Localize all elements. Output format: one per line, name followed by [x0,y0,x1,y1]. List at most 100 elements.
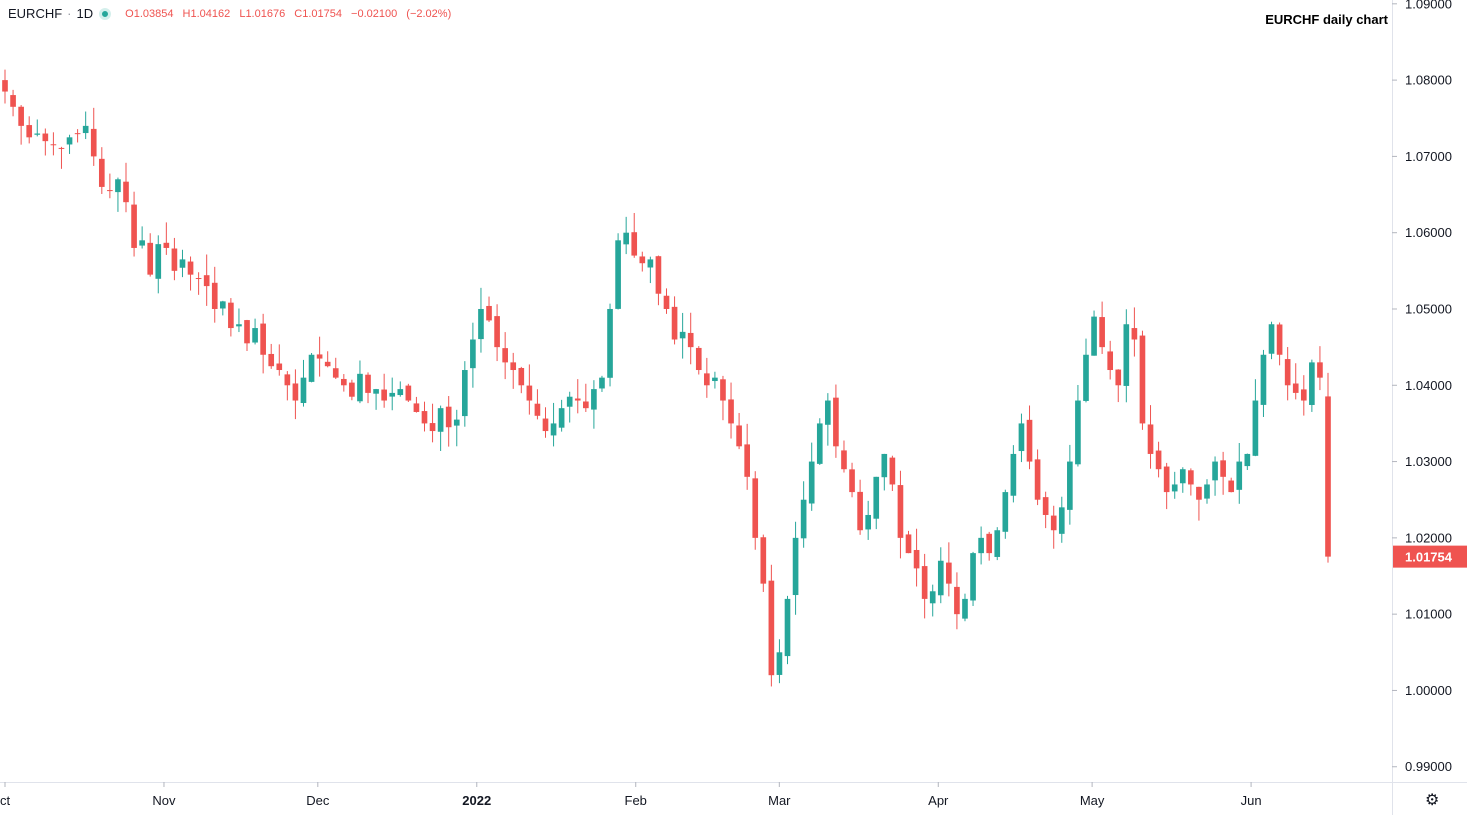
gear-icon[interactable]: ⚙ [1425,792,1440,809]
candle-body [1260,354,1267,405]
candle-body [752,478,759,538]
candle-body [1300,389,1307,401]
candle-body [66,137,73,145]
candle-body [1050,515,1057,531]
candle-body [784,598,791,657]
candle-body [1018,423,1025,452]
candle-body [615,240,621,309]
candle-body [1284,359,1291,386]
candle-body [792,537,799,596]
candle-body [34,133,41,135]
candle-body [1026,419,1033,462]
candle-body [1147,424,1154,454]
candle-body [211,282,218,309]
change-value: −0.02100 [351,7,398,20]
candle-body [276,363,283,371]
candle-body [808,461,815,504]
candle-body [1058,507,1065,534]
time-tick-label: Mar [768,793,791,808]
candle-body [760,537,767,584]
candle-body [655,256,662,294]
candle-body [663,295,670,309]
candle-body [1220,460,1226,477]
candle-body [800,499,807,539]
price-tick-label: 1.04000 [1405,378,1452,393]
candle-body [18,106,24,126]
candle-body [1042,497,1049,515]
candle-body [929,591,936,604]
candle-body [50,144,57,146]
candle-body [1179,469,1186,484]
time-axis: ct Nov Dec 2022 Feb Mar Apr May Jun [0,782,1467,808]
interval-label[interactable]: 1D [76,6,94,21]
candle-body [841,450,847,470]
price-tick-label: 1.05000 [1405,301,1452,316]
symbol-label[interactable]: EURCHF [8,6,63,21]
candle-body [849,469,855,493]
candle-body [470,339,476,369]
candle-body [42,133,49,142]
candle-body [962,598,968,619]
candle-body [776,652,783,675]
close-value: 1.01754 [302,7,342,20]
candle-body [720,379,726,401]
chart-legend: EURCHF · 1D O1.03854 H1.04162 L1.01676 C… [8,6,451,21]
candle-body [1276,324,1283,355]
price-tick-label: 1.08000 [1405,73,1452,88]
candle-body [599,377,605,389]
candle-body [115,179,121,193]
candle-body [195,278,202,280]
candle-body [937,560,944,596]
candle-body [905,534,912,554]
candle-body [1034,459,1041,500]
candle-body [147,242,154,275]
candle-body [954,586,960,615]
candle-body [1228,480,1235,493]
candle-body [228,302,234,329]
candle-body [574,398,581,401]
candle-body [881,453,888,478]
candle-body [90,128,97,157]
candle-body [1268,324,1275,354]
candle-body [123,181,129,203]
candle-body [1204,484,1210,499]
candle-body [1091,316,1097,356]
price-tick-label: 1.01000 [1405,607,1452,622]
candle-body [163,242,170,248]
time-tick-label: Feb [625,793,647,808]
chart-title: EURCHF daily chart [1265,12,1388,27]
candle-body [1188,470,1194,485]
price-tick-label: 1.03000 [1405,454,1452,469]
candle-body [340,378,347,386]
candle-body [26,125,33,138]
candle-body [1212,461,1218,481]
candle-body [671,306,678,340]
candle-body [1115,369,1122,386]
candle-body [373,389,379,394]
candle-body [1171,484,1178,492]
candle-body [1010,453,1017,496]
candle-body [623,232,629,245]
candle-body [591,389,597,410]
candle-body [98,158,105,187]
market-status-icon [99,7,112,20]
candle-body [704,373,710,386]
candle-body [534,403,541,416]
time-tick-label: Jun [1241,793,1262,808]
candle-body [179,259,186,268]
candle-body [736,425,742,447]
price-tick-label: 1.06000 [1405,225,1452,240]
candle-body [994,530,1001,557]
change-percent: (−2.02%) [406,7,452,20]
time-tick-label: 2022 [462,793,491,808]
candle-body [413,403,420,412]
candle-body [1099,317,1105,348]
candle-body [1067,461,1073,510]
candle-body [833,397,839,447]
candle-body [1252,400,1259,456]
candle-body [1139,335,1146,424]
high-value: 1.04162 [190,7,231,20]
candle-body [1292,383,1299,393]
candle-body [687,332,694,348]
